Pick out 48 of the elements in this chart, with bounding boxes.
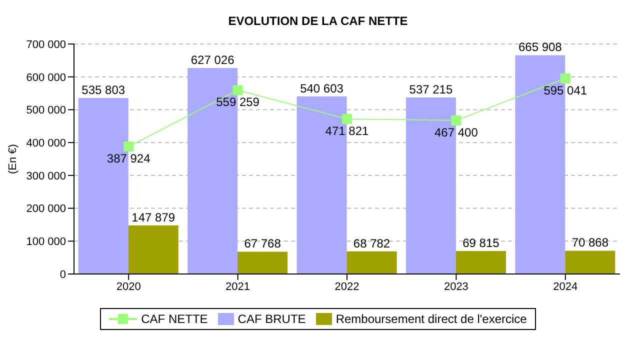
data-label: 595 041: [544, 83, 588, 98]
legend-label: CAF BRUTE: [238, 312, 306, 326]
y-axis-title: (En €): [6, 144, 19, 174]
y-tick-label: 100 000: [26, 236, 66, 248]
bar: [515, 55, 566, 274]
data-label: 471 821: [325, 124, 370, 138]
bar: [565, 250, 616, 274]
legend-label: Remboursement direct de l'exercice: [336, 312, 527, 326]
point: [124, 142, 134, 152]
bar: [456, 251, 506, 274]
y-tick-label: 300 000: [26, 170, 66, 182]
data-label: 67 768: [244, 236, 282, 251]
y-tick-label: 700 000: [26, 38, 66, 51]
x-tick-label: 2024: [553, 280, 578, 293]
data-label: 68 782: [353, 236, 390, 250]
y-tick-label: 500 000: [26, 104, 66, 117]
chart-title: EVOLUTION DE LA CAF NETTE: [227, 14, 409, 30]
bar: [78, 98, 128, 274]
x-tick-label: 2023: [444, 280, 468, 293]
bar: [406, 97, 456, 274]
data-label: 537 215: [409, 82, 453, 96]
data-label: 70 868: [572, 236, 609, 250]
data-label: 387 924: [106, 152, 151, 166]
y-tick-label: 600 000: [26, 72, 66, 84]
x-tick-label: 2021: [226, 280, 250, 293]
y-tick-label: 400 000: [26, 137, 66, 150]
x-tick-label: 2020: [116, 280, 141, 293]
data-label: 69 815: [462, 236, 500, 250]
bar: [128, 225, 178, 274]
bar: [188, 68, 238, 274]
point: [342, 114, 352, 124]
point: [232, 85, 243, 96]
data-label: 147 879: [132, 210, 176, 224]
y-tick-label: 200 000: [26, 203, 66, 216]
bar: [346, 251, 397, 274]
point: [560, 73, 570, 84]
data-label: 540 603: [300, 81, 344, 96]
point: [451, 115, 462, 126]
x-tick-label: 2022: [334, 280, 360, 293]
data-label: 627 026: [190, 52, 235, 67]
y-tick-label: 0: [60, 268, 66, 281]
data-label: 535 803: [82, 82, 126, 97]
data-label: 665 908: [518, 40, 562, 54]
bar: [238, 252, 288, 274]
data-label: 467 400: [434, 125, 478, 140]
bar: [296, 96, 347, 274]
data-label: 559 259: [216, 95, 260, 110]
legend-label: CAF NETTE: [141, 312, 208, 326]
